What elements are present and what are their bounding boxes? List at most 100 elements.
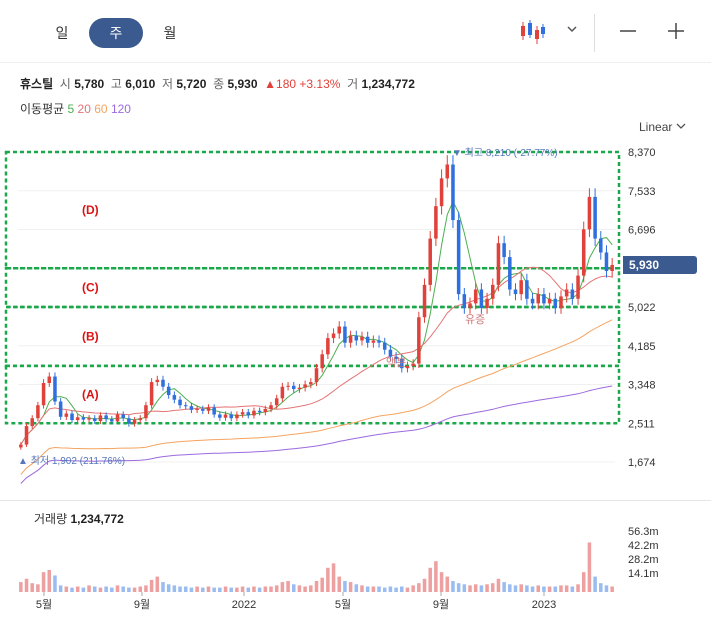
candle-body (553, 298, 558, 309)
volume-bar (155, 576, 160, 592)
candle-body (201, 408, 205, 411)
volume-bar (502, 582, 506, 592)
chevron-down-icon (676, 123, 686, 129)
minus-icon[interactable] (619, 22, 637, 40)
candle-body (599, 238, 603, 253)
volume-bar (235, 587, 239, 592)
panel-divider (0, 500, 711, 501)
y-tick-label: 5,022 (628, 302, 656, 314)
volume-bar (291, 584, 296, 592)
ma-120: 120 (110, 102, 131, 116)
candle-body (30, 418, 34, 427)
volume-bar (542, 586, 546, 592)
volume-bar (354, 584, 359, 592)
candle-body (183, 405, 188, 407)
candle-body (206, 407, 211, 411)
tab-daily[interactable]: 일 (55, 25, 69, 41)
volume-bar (343, 580, 347, 592)
chevron-down-icon[interactable] (565, 22, 579, 36)
volume-bar (104, 586, 108, 592)
candle-body (195, 408, 199, 410)
volume-bar (161, 582, 165, 592)
volume-bar (309, 585, 313, 592)
tab-monthly[interactable]: 월 (163, 25, 177, 41)
volume-bar (513, 585, 518, 592)
volume-bar (439, 572, 444, 592)
low-value: 5,720 (176, 77, 207, 91)
volume-chart[interactable]: 56.3m 42.2m 28.2m 14.1m 5월 9월 2022 5월 9월 2023 (0, 520, 711, 624)
zone-box (4, 150, 621, 270)
current-price-badge: 5,930 (623, 256, 697, 274)
volume-bar (58, 585, 63, 592)
volume-bar (92, 586, 97, 592)
volume-bar (394, 587, 398, 592)
volume-bar (604, 585, 609, 592)
candle-body (365, 336, 370, 343)
candle-body (371, 340, 376, 343)
candle-body (542, 294, 546, 304)
candle-body (104, 415, 108, 420)
y-tick-label: 8,370 (628, 147, 656, 159)
volume-bar (479, 585, 484, 592)
scale-toggle[interactable]: Linear (639, 120, 686, 134)
candle-body (309, 382, 313, 385)
price-chart[interactable]: (D)(C)(B)(A) 8,3707,5336,6965,8595,0224,… (0, 140, 711, 500)
candle-body (87, 418, 91, 420)
candle-body (445, 164, 450, 179)
candle-body (400, 358, 404, 369)
candlestick-icon[interactable] (518, 18, 546, 46)
candle-body (155, 379, 160, 383)
plus-icon[interactable] (667, 22, 685, 40)
volume-bar (240, 586, 245, 592)
candle-body (490, 284, 495, 299)
volume-bar (468, 585, 472, 592)
volume-bar (411, 585, 415, 592)
volume-bar (400, 586, 404, 592)
zone-box (4, 267, 621, 309)
close-label: 종 (213, 77, 225, 91)
volume-label: 거 (347, 77, 359, 91)
candle-body (343, 326, 347, 343)
volume-bar (348, 582, 353, 592)
y-tick-label: 3,348 (628, 380, 656, 392)
toolbar-divider (594, 14, 595, 52)
volume-bar (183, 586, 188, 592)
zone-label: (D) (82, 203, 99, 217)
candle-body (81, 417, 86, 420)
volume-bar (110, 587, 114, 592)
stock-name: 휴스틸 (20, 77, 54, 91)
volume-bar (75, 586, 80, 592)
tab-weekly[interactable]: 주 (89, 18, 143, 48)
y-tick-label: 6,696 (628, 225, 656, 237)
candle-body (337, 326, 342, 334)
candle-body (24, 426, 29, 445)
volume-bar (462, 584, 467, 592)
zone-label: (C) (82, 281, 99, 295)
candle-body (428, 238, 432, 285)
event-annotation-split: 액분 (386, 356, 406, 369)
candle-body (149, 382, 154, 406)
candle-body (377, 340, 381, 343)
x-tick-label: 5월 (36, 598, 52, 611)
candle-body (382, 342, 387, 350)
candle-body (58, 401, 63, 417)
y-tick-label: 1,674 (628, 457, 656, 469)
candle-body (513, 289, 518, 295)
ma-legend[interactable]: 이동평균 5 20 60 120 (20, 100, 131, 117)
candle-body (331, 333, 336, 339)
candle-body (75, 417, 80, 421)
volume-bar (47, 569, 52, 592)
volume-panel-value: 1,234,772 (70, 512, 124, 526)
candle-body (246, 412, 251, 416)
ma-20: 20 (77, 102, 91, 116)
high-annotation: ▼ 최고 8,210 (-27.77%) (452, 147, 558, 159)
volume-bar (212, 587, 216, 592)
volume-tick-label: 14.1m (628, 568, 659, 580)
volume-bar (388, 586, 393, 592)
volume-bar (286, 580, 290, 592)
candle-body (485, 298, 489, 309)
candle-body (417, 317, 421, 364)
volume-bar (581, 572, 586, 592)
candle-body (286, 385, 290, 387)
candle-body (394, 356, 398, 359)
